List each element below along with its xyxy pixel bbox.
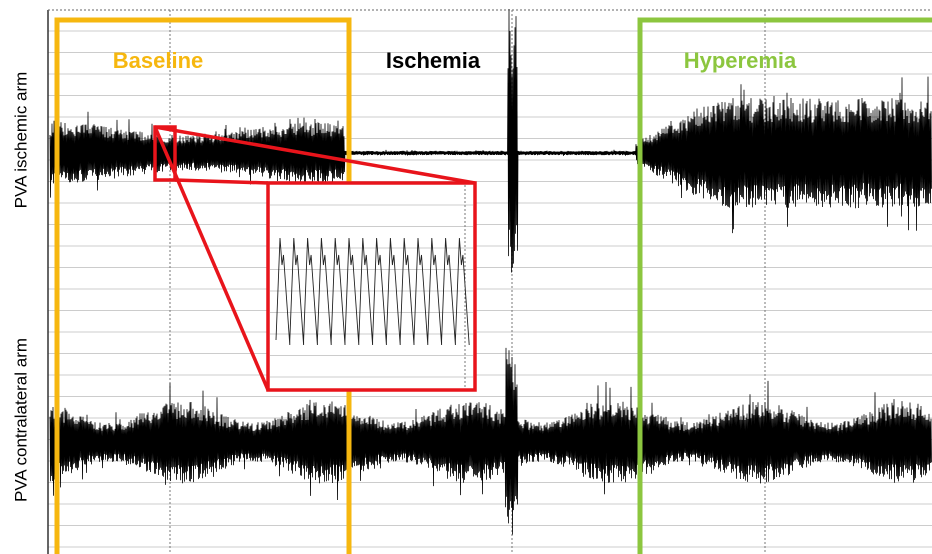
phase-label: Ischemia [386,48,481,73]
inset-waveform [275,237,470,346]
waveforms [49,8,932,535]
zoom-line [174,178,269,185]
inset-grid [270,185,473,388]
phase-label: Baseline [113,48,204,73]
channel-label: PVA ischemic arm [11,72,30,209]
hyperemia-box [637,17,932,554]
phase-label: Hyperemia [684,48,797,73]
waveform [49,347,932,535]
zoom-line [154,125,476,185]
zoom-line [153,126,270,391]
channel-label: PVA contralateral arm [11,338,30,502]
waveform [49,8,932,273]
grid [48,10,932,554]
